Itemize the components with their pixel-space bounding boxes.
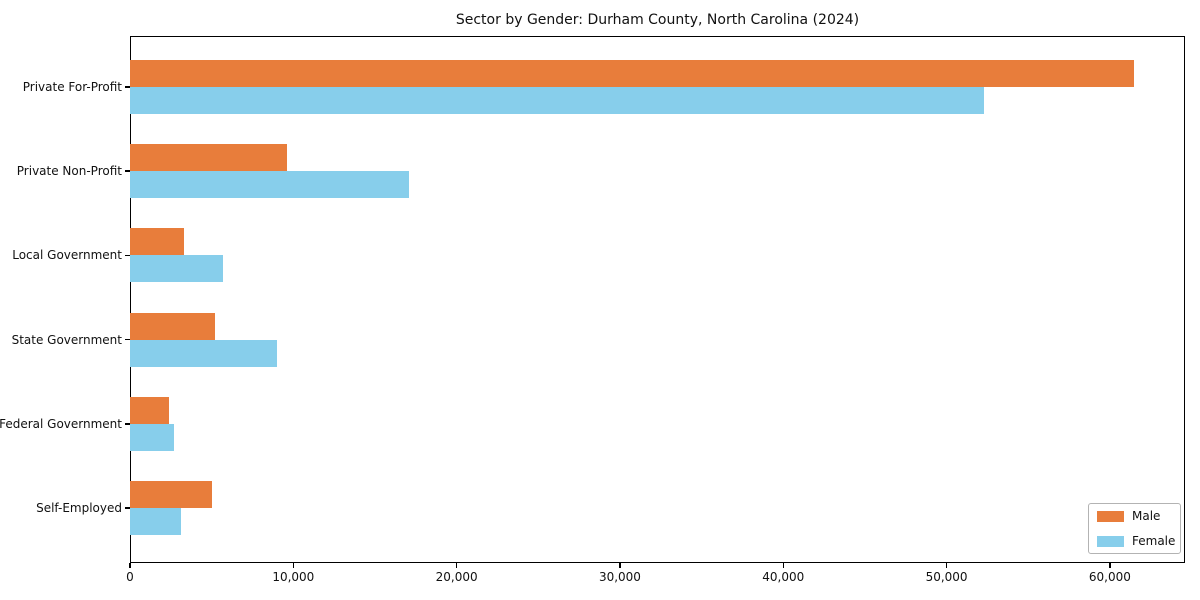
xtick-label-10-000: 10,000 xyxy=(272,570,315,584)
xtick-mark xyxy=(292,563,295,568)
ytick-mark xyxy=(125,86,130,88)
legend: Male Female xyxy=(1088,503,1181,554)
xtick-mark xyxy=(455,563,458,568)
bar-female-federal-government xyxy=(130,423,175,451)
bar-male-private-non-profit xyxy=(130,144,287,172)
xtick-label-60-000: 60,000 xyxy=(1088,570,1131,584)
bar-male-self-employed xyxy=(130,481,212,508)
bar-female-local-government xyxy=(130,255,224,283)
chart-title: Sector by Gender: Durham County, North C… xyxy=(455,12,860,28)
ytick-mark xyxy=(125,170,130,172)
bar-male-local-government xyxy=(130,228,184,256)
legend-swatch-female xyxy=(1097,535,1124,547)
ytick-label-self-employed: Self-Employed xyxy=(36,501,122,515)
xtick-label-40-000: 40,000 xyxy=(762,570,805,584)
bar-female-private-non-profit xyxy=(130,171,410,199)
ytick-label-local-government: Local Government xyxy=(12,248,122,263)
ytick-label-state-government: State Government xyxy=(11,332,122,347)
xtick-mark xyxy=(619,563,621,568)
xtick-label-30-000: 30,000 xyxy=(598,570,641,584)
ytick-mark xyxy=(125,507,130,509)
ytick-label-federal-government: Federal Government xyxy=(0,416,122,431)
bar-female-self-employed xyxy=(130,508,181,535)
xtick-label-20-000: 20,000 xyxy=(435,570,478,584)
legend-row-female: Female xyxy=(1097,534,1176,548)
xtick-mark xyxy=(782,563,784,568)
bar-male-private-for-profit xyxy=(130,60,1135,87)
ytick-label-private-non-profit: Private Non-Profit xyxy=(16,164,122,179)
xtick-mark xyxy=(945,563,948,568)
legend-label-female: Female xyxy=(1132,534,1176,548)
xtick-label-0: 0 xyxy=(126,570,134,584)
bar-female-state-government xyxy=(130,339,277,367)
legend-swatch-male xyxy=(1097,510,1124,522)
plot-area xyxy=(130,36,1185,563)
bar-female-private-for-profit xyxy=(130,87,985,114)
ytick-mark xyxy=(125,423,130,425)
xtick-mark xyxy=(1109,563,1111,568)
bar-male-federal-government xyxy=(130,396,170,424)
legend-row-male: Male xyxy=(1097,510,1172,522)
ytick-mark xyxy=(125,254,130,257)
xtick-label-50-000: 50,000 xyxy=(925,570,968,584)
bar-male-state-government xyxy=(130,312,215,340)
ytick-label-private-for-profit: Private For-Profit xyxy=(22,80,122,94)
legend-label-male: Male xyxy=(1132,509,1161,523)
xtick-mark xyxy=(129,563,131,568)
ytick-mark xyxy=(125,338,130,341)
